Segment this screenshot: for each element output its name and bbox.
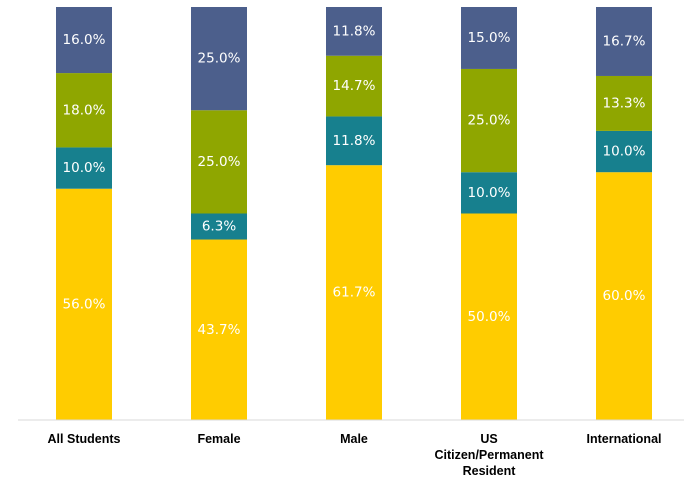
data-label: 10.0%	[63, 160, 106, 176]
bar-segment	[326, 55, 382, 117]
bar-segment	[326, 165, 382, 420]
data-label: 13.3%	[603, 95, 646, 111]
data-label: 10.0%	[603, 144, 646, 160]
bar-segment	[326, 116, 382, 166]
bars-group: 56.0% 10.0% 18.0% 16.0% 43.7% 6.3% 25.0% 25.0% 6…	[56, 7, 652, 420]
data-label: 60.0%	[603, 288, 646, 304]
bar-segment	[56, 188, 112, 420]
bar-segment	[326, 7, 382, 56]
data-label: 16.0%	[63, 32, 106, 48]
data-label: 18.0%	[63, 102, 106, 118]
bar-segment	[461, 172, 517, 214]
data-label: 61.7%	[333, 285, 376, 301]
bar-segment	[596, 130, 652, 173]
bar-segment	[596, 7, 652, 76]
bar-segment	[191, 239, 247, 420]
category-label: All Students	[48, 432, 121, 446]
bar-segment	[596, 75, 652, 131]
bar-segment	[191, 7, 247, 111]
data-label: 11.8%	[333, 133, 376, 149]
bar-segment	[56, 73, 112, 148]
data-label: 43.7%	[198, 322, 241, 338]
data-label: 25.0%	[198, 51, 241, 67]
bar-segment	[461, 213, 517, 420]
bar-segment	[461, 68, 517, 173]
category-label: International	[586, 432, 661, 446]
category-label: US	[480, 432, 497, 446]
category-label: Resident	[463, 464, 517, 478]
category-label: Male	[340, 432, 368, 446]
bar-segment	[191, 110, 247, 214]
data-label: 11.8%	[333, 23, 376, 39]
data-label: 56.0%	[63, 296, 106, 312]
bar-segment	[596, 172, 652, 420]
data-label: 10.0%	[468, 185, 511, 201]
bar-segment	[461, 7, 517, 69]
data-label: 25.0%	[198, 154, 241, 170]
bar-segment	[191, 213, 247, 240]
bar-segment	[56, 147, 112, 189]
bar-segment	[56, 7, 112, 74]
data-label: 14.7%	[333, 78, 376, 94]
data-label: 25.0%	[468, 113, 511, 129]
data-label: 15.0%	[468, 30, 511, 46]
category-labels: All Students Female Male US Citizen/Permanen…	[48, 432, 662, 478]
data-label: 16.7%	[603, 33, 646, 49]
data-label: 6.3%	[202, 219, 236, 235]
data-label: 50.0%	[468, 309, 511, 325]
category-label: Female	[197, 432, 240, 446]
category-label: Citizen/Permanent	[434, 448, 544, 462]
